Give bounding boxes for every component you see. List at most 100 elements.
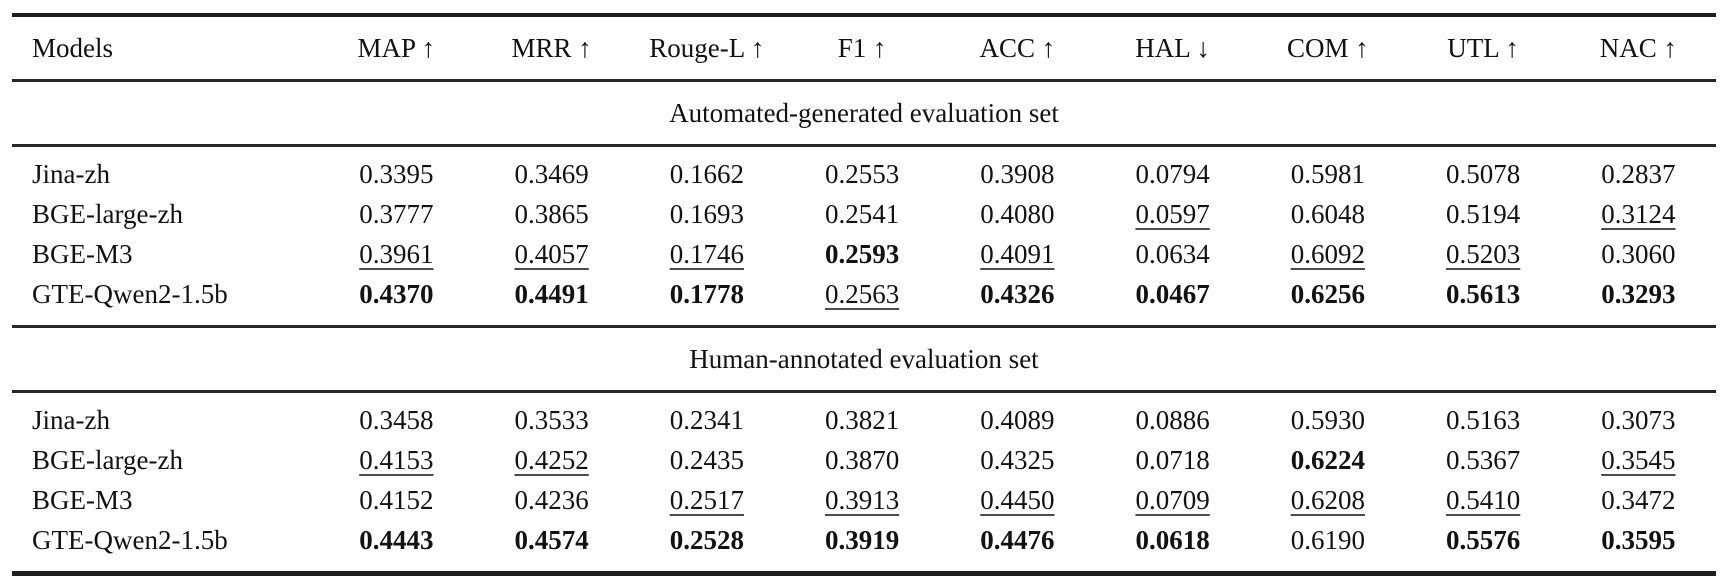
- metric-cell: 0.1746: [629, 234, 784, 274]
- metric-value: 0.3073: [1601, 404, 1676, 435]
- metric-cell: 0.3469: [474, 146, 629, 195]
- metric-value: 0.4153: [359, 444, 434, 475]
- metric-value: 0.3545: [1601, 444, 1676, 475]
- metric-value: 0.3821: [824, 404, 900, 435]
- section-title-row: Automated-generated evaluation set: [12, 80, 1716, 147]
- column-header-models: Models: [12, 15, 319, 82]
- metric-cell: 0.1693: [629, 194, 784, 234]
- metric-cell: 0.3073: [1561, 392, 1716, 441]
- metric-cell: 0.5367: [1405, 440, 1560, 480]
- metric-value: 0.2553: [824, 158, 900, 189]
- model-name: GTE-Qwen2-1.5b: [32, 524, 228, 555]
- metric-value: 0.4450: [980, 484, 1055, 515]
- metric-value: 0.3124: [1601, 198, 1676, 229]
- metric-value: 0.5194: [1445, 198, 1521, 229]
- metric-value: 0.3472: [1601, 484, 1676, 515]
- metric-value: 0.3919: [824, 524, 900, 555]
- paper-table-page: Models MAP ↑ MRR ↑ Rouge-L ↑ F1 ↑ ACC ↑ HAL ↓ C…: [0, 13, 1728, 577]
- metric-cell: 0.3913: [784, 480, 939, 520]
- metric-cell: 0.2837: [1561, 146, 1716, 195]
- metric-cell: 0.4443: [319, 520, 474, 574]
- metric-value: 0.5981: [1290, 158, 1365, 189]
- metric-value: 0.3060: [1601, 238, 1676, 269]
- metric-cell: 0.3472: [1561, 480, 1716, 520]
- section-title: Human-annotated evaluation set: [12, 326, 1716, 393]
- metric-value: 0.4089: [980, 404, 1055, 435]
- metric-value: 0.5078: [1445, 158, 1521, 189]
- metric-value: 0.3293: [1601, 278, 1676, 309]
- metric-cell: 0.5078: [1405, 146, 1560, 195]
- column-header-nac: NAC ↑: [1560, 15, 1716, 82]
- model-name: BGE-large-zh: [32, 198, 183, 229]
- metric-value: 0.3395: [359, 158, 434, 189]
- metric-cell: 0.4152: [319, 480, 474, 520]
- metric-cell: 0.6048: [1250, 194, 1405, 234]
- metric-value: 0.0634: [1135, 238, 1210, 269]
- metric-value: 0.5930: [1290, 404, 1365, 435]
- metric-cell: 0.0618: [1095, 520, 1250, 574]
- metric-value: 0.5163: [1445, 404, 1521, 435]
- metric-value: 0.1693: [669, 198, 744, 229]
- column-header-rouge-l: Rouge-L ↑: [629, 15, 785, 82]
- metric-cell: 0.4236: [474, 480, 629, 520]
- metric-value: 0.3469: [514, 158, 589, 189]
- metric-cell: 0.0597: [1095, 194, 1250, 234]
- metric-value: 0.4152: [359, 484, 434, 515]
- metric-cell: 0.3060: [1561, 234, 1716, 274]
- metric-value: 0.3908: [980, 158, 1055, 189]
- model-name: BGE-M3: [32, 484, 133, 515]
- metric-cell: 0.1662: [629, 146, 784, 195]
- metric-value: 0.0709: [1135, 484, 1210, 515]
- metric-value: 0.2563: [824, 278, 900, 309]
- metric-cell: 0.0467: [1095, 274, 1250, 327]
- metric-value: 0.3533: [514, 404, 589, 435]
- metric-cell: 0.1778: [629, 274, 784, 327]
- metric-cell: 0.2541: [784, 194, 939, 234]
- metric-value: 0.5203: [1445, 238, 1521, 269]
- metric-cell: 0.3545: [1561, 440, 1716, 480]
- table-row: Jina-zh 0.3395 0.3469 0.1662 0.2553 0.3908 0.0…: [12, 146, 1716, 195]
- column-header-f1: F1 ↑: [784, 15, 940, 82]
- table-row: Jina-zh 0.3458 0.3533 0.2341 0.3821 0.4089 0.0…: [12, 392, 1716, 441]
- metric-cell: 0.6190: [1250, 520, 1405, 574]
- model-name: Jina-zh: [32, 158, 110, 189]
- table-row: BGE-M3 0.4152 0.4236 0.2517 0.3913 0.4450 0.07…: [12, 480, 1716, 520]
- metric-value: 0.4326: [980, 278, 1055, 309]
- metric-value: 0.4080: [980, 198, 1055, 229]
- metric-value: 0.5613: [1445, 278, 1521, 309]
- section-title-band: Automated-generated evaluation set: [12, 80, 1716, 147]
- metric-cell: 0.2517: [629, 480, 784, 520]
- metric-value: 0.4476: [980, 524, 1055, 555]
- metric-cell: 0.4574: [474, 520, 629, 574]
- metric-value: 0.0618: [1135, 524, 1210, 555]
- metric-value: 0.1778: [669, 278, 744, 309]
- metric-value: 0.4370: [359, 278, 434, 309]
- metric-value: 0.0886: [1135, 404, 1210, 435]
- metric-cell: 0.5576: [1405, 520, 1560, 574]
- metric-cell: 0.4325: [940, 440, 1095, 480]
- metric-cell: 0.3821: [784, 392, 939, 441]
- metric-cell: 0.0794: [1095, 146, 1250, 195]
- metric-value: 0.3870: [824, 444, 900, 475]
- metric-value: 0.2541: [824, 198, 900, 229]
- metric-value: 0.4057: [514, 238, 589, 269]
- metric-value: 0.4325: [980, 444, 1055, 475]
- metric-cell: 0.5981: [1250, 146, 1405, 195]
- metric-value: 0.4091: [980, 238, 1055, 269]
- metric-value: 0.3777: [359, 198, 434, 229]
- metric-value: 0.5367: [1445, 444, 1521, 475]
- metric-cell: 0.3777: [319, 194, 474, 234]
- metric-value: 0.2341: [669, 404, 744, 435]
- metric-value: 0.6256: [1290, 278, 1365, 309]
- metric-value: 0.2593: [824, 238, 900, 269]
- metric-value: 0.6092: [1290, 238, 1365, 269]
- metric-cell: 0.5163: [1405, 392, 1560, 441]
- metric-cell: 0.5194: [1405, 194, 1560, 234]
- table-row: BGE-M3 0.3961 0.4057 0.1746 0.2593 0.4091 0.06…: [12, 234, 1716, 274]
- metric-cell: 0.2553: [784, 146, 939, 195]
- metric-value: 0.2837: [1601, 158, 1676, 189]
- metric-value: 0.4443: [359, 524, 434, 555]
- metric-value: 0.4574: [514, 524, 589, 555]
- table-row: BGE-large-zh 0.3777 0.3865 0.1693 0.2541 0.40…: [12, 194, 1716, 234]
- metric-cell: 0.3595: [1561, 520, 1716, 574]
